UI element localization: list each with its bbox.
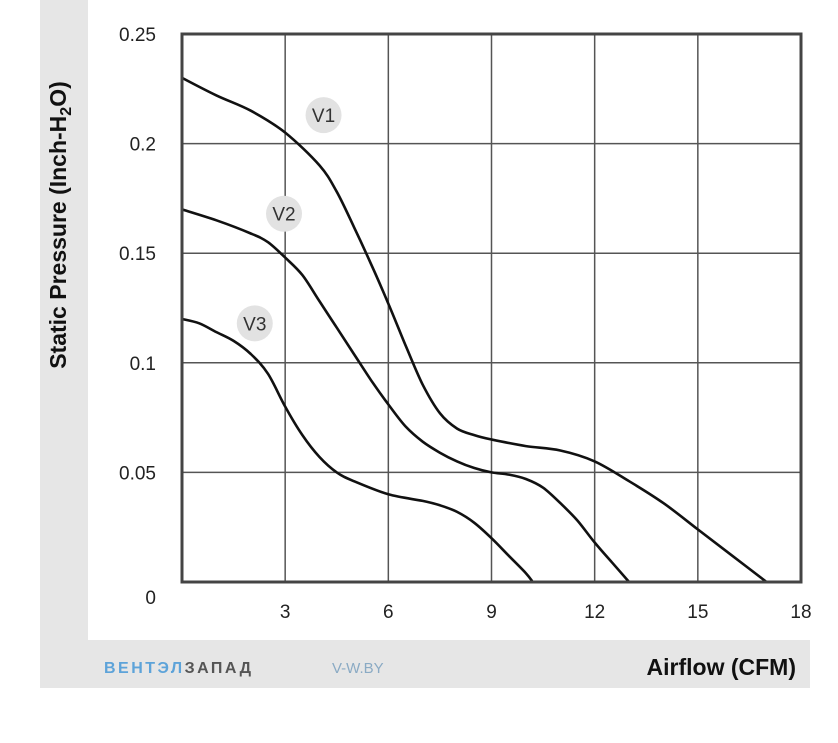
y-axis-title-main: Static Pressure (Inch-H: [45, 116, 71, 369]
ticks: 3 6 9 12 15 18 0 0.05 0.1 0.15 0.2 0.25: [119, 25, 812, 623]
series-line-v3: [180, 317, 535, 584]
y-axis-title: Static Pressure (Inch-H2O): [45, 81, 75, 369]
x-tick-label: 18: [790, 602, 811, 623]
series-label-v2: V2: [272, 205, 295, 226]
y-tick-label: 0.05: [119, 463, 156, 484]
y-tick-label: 0.2: [130, 135, 156, 156]
grid: [181, 33, 802, 583]
series-badge-v1: [305, 97, 342, 134]
site-url: V-W.BY: [332, 660, 384, 677]
series-badge-v2: [266, 195, 303, 232]
left-panel: [40, 0, 88, 688]
series-line-v1: [180, 76, 768, 584]
series-label-v3: V3: [243, 314, 266, 335]
series-layer: [180, 76, 768, 584]
series-line-v2: [180, 208, 631, 584]
brand-part1: ВЕНТЭЛ: [104, 660, 185, 677]
brand-part2: ЗАПАД: [185, 660, 254, 677]
bottom-panel: [40, 640, 810, 688]
x-tick-label: 12: [584, 602, 605, 623]
x-tick-label: 15: [687, 602, 708, 623]
legend-badges: V1 V2 V3: [236, 97, 342, 342]
series-badge-v3: [236, 305, 273, 342]
y-tick-label: 0.25: [119, 25, 156, 46]
y-tick-label: 0.1: [130, 354, 156, 375]
y-tick-label: 0: [145, 588, 156, 609]
plot-frame: [180, 32, 803, 584]
series-label-v1: V1: [312, 106, 335, 127]
x-tick-label: 3: [280, 602, 291, 623]
brand-logo: ВЕНТЭЛЗАПАД: [104, 660, 253, 677]
y-tick-label: 0.15: [119, 244, 156, 265]
x-tick-label: 9: [486, 602, 497, 623]
y-axis-title-end: O): [45, 81, 71, 107]
x-axis-title: Airflow (CFM): [647, 654, 796, 680]
x-tick-label: 6: [383, 602, 394, 623]
y-axis-title-subscript: 2: [58, 107, 75, 116]
